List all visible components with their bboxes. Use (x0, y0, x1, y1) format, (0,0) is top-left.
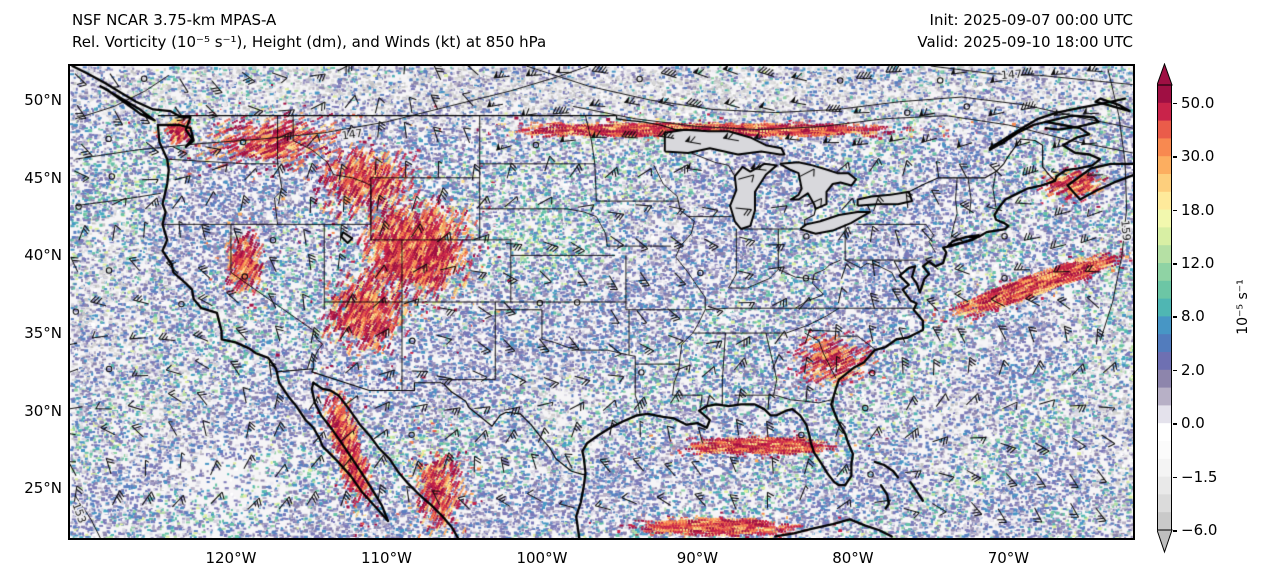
colorbar-tick (1173, 316, 1177, 318)
x-tick-label: 100°W (516, 549, 568, 567)
colorbar-tick-label: −1.5 (1181, 467, 1218, 486)
y-tick-label: 30°N (24, 401, 62, 420)
colorbar-tick-label: −6.0 (1181, 521, 1218, 539)
colorbar-tick (1173, 102, 1177, 105)
colorbar-tick-label: 50.0 (1181, 93, 1215, 112)
colorbar-tick-label: 8.0 (1181, 307, 1205, 326)
y-tick-label: 40°N (24, 246, 62, 265)
model-title: NSF NCAR 3.75-km MPAS-A (72, 11, 277, 29)
y-tick-label: 45°N (24, 168, 62, 187)
colorbar-tick (1173, 209, 1177, 212)
plot-subtitle: Rel. Vorticity (10⁻⁵ s⁻¹), Height (dm), … (72, 33, 547, 51)
colorbar-tick (1173, 530, 1177, 532)
valid-time: Valid: 2025-09-10 18:00 UTC (917, 33, 1133, 51)
colorbar (1156, 62, 1173, 554)
x-tick-label: 110°W (360, 549, 412, 567)
colorbar-unit-label: 10⁻⁵ s⁻¹ (1235, 279, 1251, 335)
colorbar-tick (1173, 476, 1177, 479)
map-frame (68, 64, 1135, 540)
colorbar-tick-label: 18.0 (1181, 200, 1215, 219)
colorbar-tick-label: 12.0 (1181, 254, 1215, 272)
colorbar-tick-label: 0.0 (1181, 414, 1205, 433)
x-tick-label: 120°W (205, 549, 257, 567)
init-time: Init: 2025-09-07 00:00 UTC (929, 11, 1133, 29)
colorbar-tick (1173, 263, 1177, 265)
colorbar-tick (1173, 156, 1177, 158)
y-tick-label: 25°N (24, 479, 62, 498)
x-tick-label: 90°W (676, 549, 719, 567)
y-tick-label: 50°N (24, 91, 62, 110)
colorbar-svg (1156, 62, 1173, 554)
y-tick-label: 35°N (24, 324, 62, 343)
colorbar-tick (1173, 369, 1177, 372)
map-canvas (70, 66, 1133, 538)
colorbar-tick-label: 30.0 (1181, 147, 1215, 166)
colorbar-tick (1173, 423, 1177, 425)
x-tick-label: 70°W (987, 549, 1030, 567)
colorbar-tick-label: 2.0 (1181, 360, 1205, 379)
x-tick-label: 80°W (832, 549, 874, 567)
